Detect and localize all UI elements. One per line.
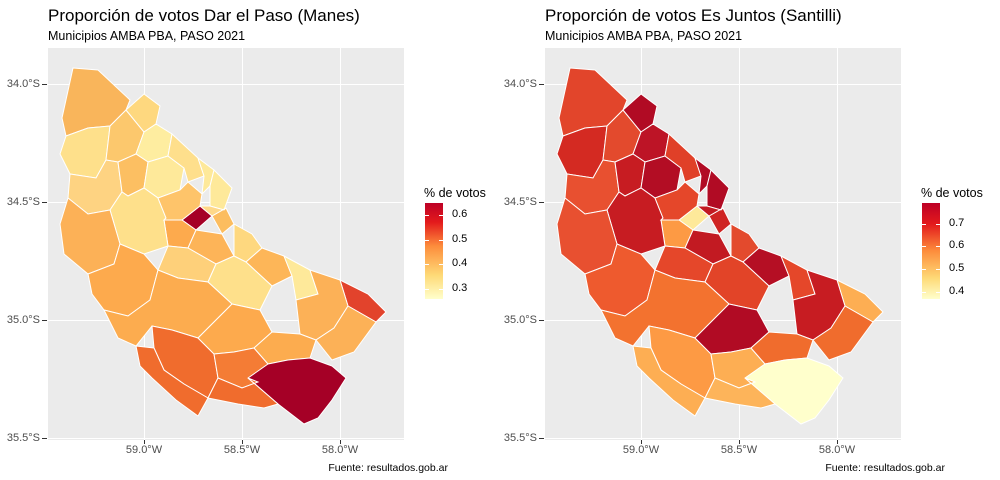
map-region <box>632 345 706 417</box>
y-axis-label: 35.0°S <box>6 314 40 326</box>
x-axis-label: 59.0°W <box>125 444 163 456</box>
x-axis-label: 58.0°W <box>818 444 856 456</box>
map-region <box>706 169 730 211</box>
legend-title: % de votos <box>424 186 486 200</box>
map-panel-santilli: Proporción de votos Es Juntos (Santilli)… <box>497 0 997 480</box>
choropleth-map <box>556 67 884 425</box>
map-region <box>704 377 777 409</box>
legend-label: 0.5 <box>452 233 468 245</box>
map-title: Proporción de votos Es Juntos (Santilli) <box>545 6 842 25</box>
legend-label: 0.6 <box>949 239 965 251</box>
legend-colorbar <box>425 203 443 299</box>
map-panel-manes: Proporción de votos Dar el Paso (Manes) … <box>6 6 486 474</box>
legend-label: 0.7 <box>949 217 965 229</box>
choropleth-map <box>59 67 387 425</box>
source-note: Fuente: resultados.gob.ar <box>328 462 448 474</box>
map-region <box>207 377 280 409</box>
source-note: Fuente: resultados.gob.ar <box>825 462 945 474</box>
map-region <box>812 305 874 361</box>
map-title: Proporción de votos Dar el Paso (Manes) <box>48 6 360 25</box>
y-axis-label: 34.0°S <box>6 78 40 90</box>
legend-label: 0.5 <box>949 262 965 274</box>
legend-label: 0.6 <box>452 208 468 220</box>
map-region <box>209 169 233 211</box>
x-axis-label: 58.5°W <box>720 444 758 456</box>
y-axis-label: 34.5°S <box>6 196 40 208</box>
map-region <box>125 93 161 133</box>
x-axis-label: 58.0°W <box>321 444 359 456</box>
map-region <box>245 247 293 287</box>
legend-label: 0.4 <box>949 285 965 297</box>
map-plot-area <box>545 48 901 440</box>
map-region <box>135 345 209 417</box>
map-region <box>744 357 844 425</box>
map-subtitle: Municipios AMBA PBA, PASO 2021 <box>48 29 246 43</box>
legend-colorbar <box>922 203 940 299</box>
map-plot-area <box>48 48 404 440</box>
map-region <box>622 93 658 133</box>
y-axis-label: 34.5°S <box>503 196 537 208</box>
y-axis-label: 34.0°S <box>503 78 537 90</box>
map-region <box>654 181 700 221</box>
map-region <box>198 205 227 217</box>
map-region <box>315 305 377 361</box>
x-axis-label: 58.5°W <box>223 444 261 456</box>
map-subtitle: Municipios AMBA PBA, PASO 2021 <box>545 29 743 43</box>
legend-label: 0.3 <box>452 282 468 294</box>
map-region <box>742 247 790 287</box>
x-axis-label: 59.0°W <box>622 444 660 456</box>
y-axis-label: 35.0°S <box>503 314 537 326</box>
map-region <box>157 181 203 221</box>
map-region <box>695 205 724 217</box>
y-axis-label: 35.5°S <box>503 432 537 444</box>
legend-label: 0.4 <box>452 257 468 269</box>
map-region <box>247 357 347 425</box>
y-axis-label: 35.5°S <box>6 432 40 444</box>
legend-title: % de votos <box>921 186 983 200</box>
